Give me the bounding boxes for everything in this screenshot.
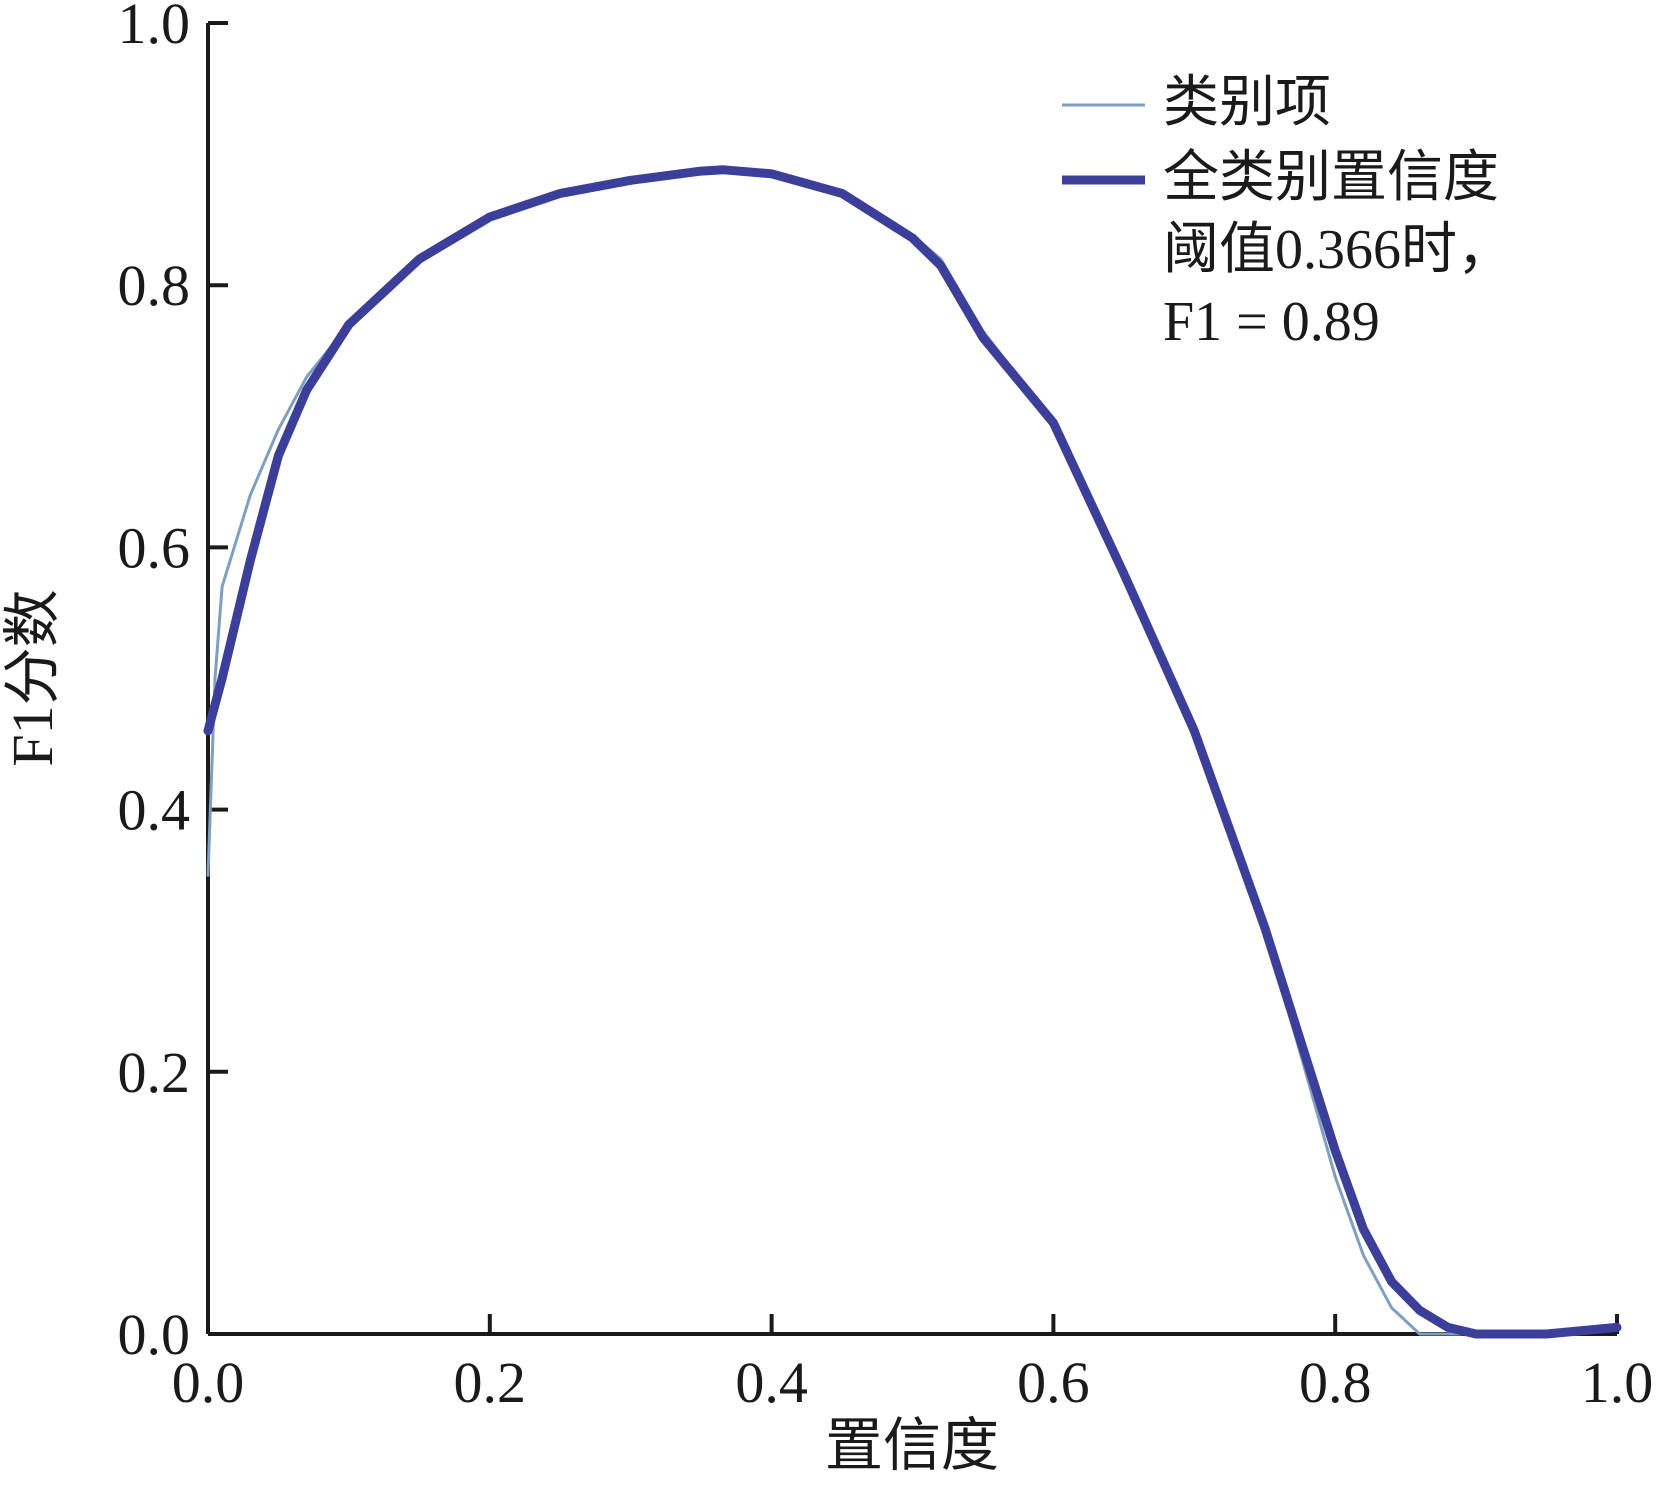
y-axis-label: F1分数 (0, 589, 65, 766)
y-tick-label: 0.8 (118, 253, 191, 318)
x-axis-label: 置信度 (825, 1413, 999, 1478)
y-tick-label: 0.2 (118, 1040, 191, 1105)
y-tick-label: 1.0 (118, 0, 191, 56)
x-tick-label: 0.2 (454, 1350, 527, 1415)
x-tick-label: 0.0 (172, 1350, 245, 1415)
x-tick-label: 1.0 (1581, 1350, 1654, 1415)
x-tick-label: 0.6 (1017, 1350, 1090, 1415)
y-tick-label: 0.0 (118, 1302, 191, 1367)
y-tick-label: 0.6 (118, 515, 191, 580)
y-tick-label: 0.4 (118, 778, 191, 843)
series-line (203, 165, 1622, 1339)
x-tick-label: 0.4 (735, 1350, 808, 1415)
legend-label: 全类别置信度 阈值0.366时， F1 = 0.89 (1163, 147, 1513, 353)
legend-label: 类别项 (1163, 72, 1331, 134)
x-tick-label: 0.8 (1299, 1350, 1372, 1415)
